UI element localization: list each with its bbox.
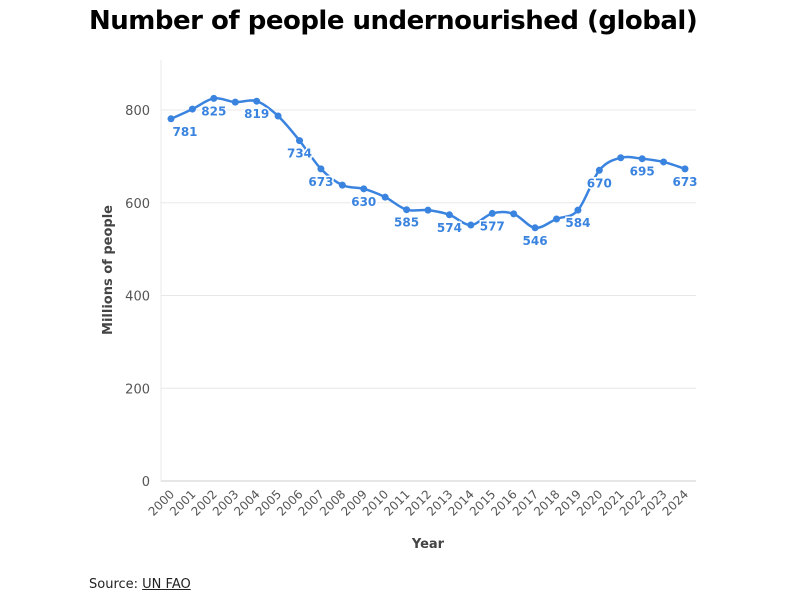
- data-point: [595, 166, 603, 174]
- data-point: [210, 94, 218, 102]
- y-tick-label: 400: [125, 290, 150, 305]
- data-label: 673: [672, 175, 697, 189]
- data-point: [445, 211, 453, 219]
- data-label: 734: [287, 147, 312, 161]
- data-label: 577: [480, 219, 505, 233]
- data-label: 825: [201, 104, 226, 118]
- source-note: Source: UN FAO: [89, 577, 191, 592]
- data-point: [574, 206, 582, 214]
- data-label: 781: [172, 125, 197, 139]
- data-point: [296, 137, 303, 145]
- data-point: [381, 193, 389, 201]
- data-point: [167, 115, 175, 123]
- data-point: [553, 215, 560, 223]
- data-point: [488, 209, 496, 217]
- source-link[interactable]: UN FAO: [142, 577, 191, 592]
- x-axis-label: Year: [411, 537, 445, 552]
- y-tick-label: 0: [142, 475, 150, 490]
- data-point: [403, 206, 411, 214]
- data-point: [253, 97, 261, 105]
- data-label: 695: [630, 165, 655, 179]
- data-point: [188, 105, 196, 113]
- data-point: [638, 155, 646, 163]
- data-label: 819: [244, 107, 269, 121]
- data-point: [424, 206, 432, 214]
- y-tick-label: 600: [125, 197, 150, 212]
- data-label: 574: [437, 221, 462, 235]
- data-point: [274, 112, 282, 120]
- data-point: [231, 98, 239, 106]
- source-label: Source:: [89, 577, 139, 592]
- y-tick-label: 200: [125, 382, 150, 397]
- data-label: 584: [565, 216, 590, 230]
- data-point: [360, 185, 368, 193]
- data-point: [681, 165, 689, 173]
- data-point: [660, 158, 668, 166]
- data-point: [617, 154, 625, 162]
- y-axis-label: Millions of people: [101, 205, 116, 335]
- chart-title: Number of people undernourished (global): [89, 6, 698, 36]
- data-point: [467, 221, 475, 229]
- data-label: 585: [394, 216, 419, 230]
- data-label: 630: [351, 195, 376, 209]
- y-tick-label: 800: [125, 104, 150, 119]
- data-point: [317, 165, 325, 173]
- data-point: [531, 224, 539, 232]
- data-point: [510, 210, 518, 218]
- data-label: 673: [308, 175, 333, 189]
- data-point: [338, 181, 346, 189]
- data-label: 670: [587, 176, 612, 190]
- data-label: 546: [523, 234, 548, 248]
